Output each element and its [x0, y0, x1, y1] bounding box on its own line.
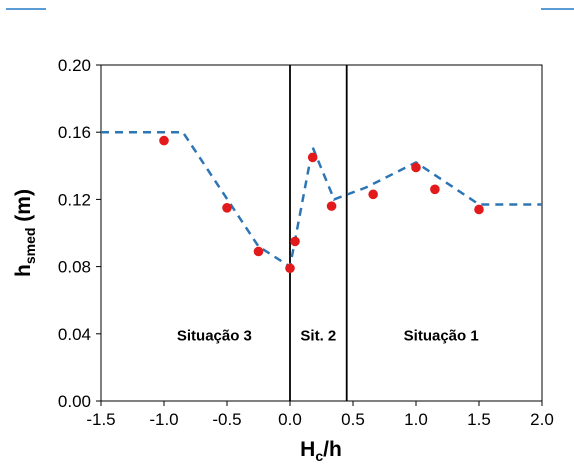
- data-point: [290, 236, 300, 247]
- x-tick-label: -1.0: [149, 410, 178, 429]
- x-axis-title-main: H: [300, 438, 315, 461]
- data-point: [474, 204, 484, 215]
- x-tick-label: 2.0: [530, 410, 554, 429]
- y-axis-title-main: h: [12, 264, 35, 277]
- x-axis-title-rest: /h: [323, 438, 342, 461]
- data-point: [159, 135, 169, 146]
- y-axis-title: hsmed (m): [12, 189, 38, 277]
- data-point: [285, 263, 295, 274]
- y-tick-label: 0.00: [58, 392, 91, 411]
- y-axis-title-rest: (m): [12, 189, 35, 228]
- data-point: [307, 152, 318, 163]
- top-left-accent-line: [6, 8, 46, 10]
- x-tick-label: -0.5: [212, 410, 241, 429]
- region-label: Situação 1: [404, 328, 479, 345]
- x-tick-label: 1.0: [404, 410, 428, 429]
- series-dashed-line: [101, 130, 542, 269]
- data-point: [368, 189, 378, 200]
- x-axis-title-sub: c: [315, 448, 323, 464]
- x-tick-label: -1.5: [86, 410, 115, 429]
- x-tick-label: 0.0: [278, 410, 302, 429]
- y-tick-label: 0.20: [58, 56, 91, 75]
- y-tick-label: 0.08: [58, 258, 91, 277]
- data-point: [253, 246, 264, 257]
- y-tick-label: 0.12: [58, 190, 91, 209]
- data-point: [430, 184, 440, 195]
- x-axis-title: Hc/h: [300, 438, 342, 464]
- region-label: Situação 3: [177, 328, 252, 345]
- y-axis-title-sub: smed: [22, 228, 38, 265]
- plot-frame: [100, 64, 543, 402]
- data-point: [411, 162, 421, 173]
- top-right-accent-line: [541, 8, 574, 10]
- region-label: Sit. 2: [300, 328, 336, 345]
- y-tick-label: 0.04: [58, 325, 91, 344]
- data-point: [222, 203, 232, 213]
- y-tick-label: 0.16: [58, 123, 91, 142]
- data-point: [326, 201, 337, 211]
- x-tick-label: 1.5: [467, 410, 491, 429]
- x-tick-label: 0.5: [341, 410, 365, 429]
